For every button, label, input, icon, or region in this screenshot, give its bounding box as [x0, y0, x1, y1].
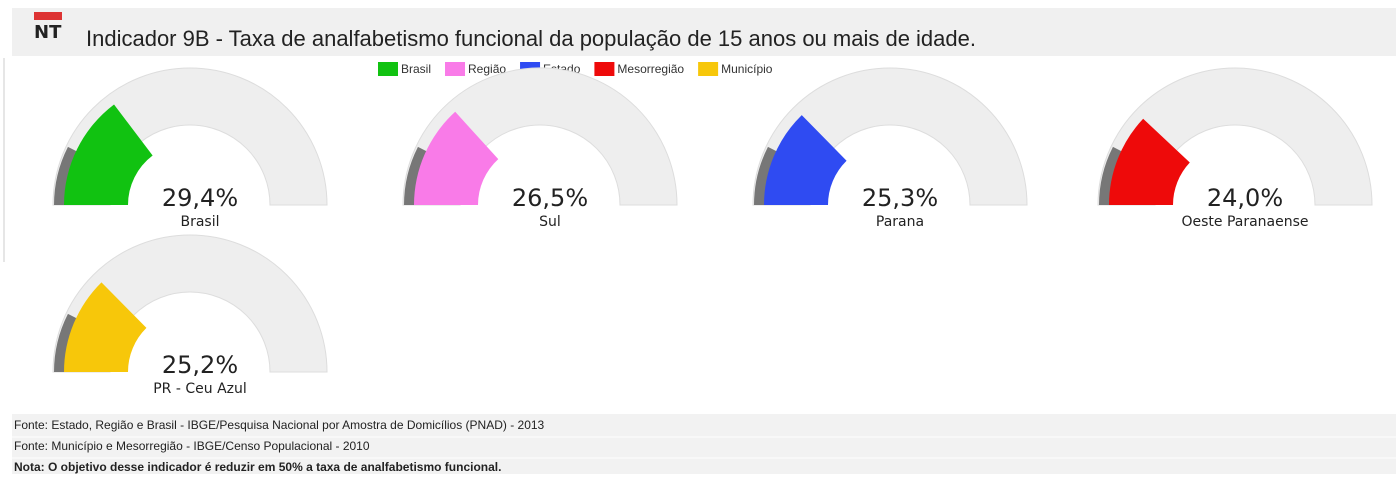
legend-label: Mesorregião: [617, 62, 684, 76]
legend-swatch: [698, 62, 719, 76]
gauge-label: Brasil: [180, 214, 219, 230]
pdf-icon: [34, 12, 62, 20]
gauge-value: 26,5%: [512, 184, 588, 212]
footer-note: Fonte: Município e Mesorregião - IBGE/Ce…: [14, 439, 370, 453]
gauge-background: [52, 67, 328, 206]
gauge-background: [1097, 67, 1373, 206]
gauge-background: [402, 67, 678, 206]
legend-swatch: [378, 62, 398, 76]
gauge-background: [52, 234, 328, 373]
gauge-fill: [764, 115, 847, 205]
footer-note: Fonte: Estado, Região e Brasil - IBGE/Pe…: [14, 418, 545, 432]
legend-label: Região: [468, 62, 506, 76]
gauge-value: 29,4%: [162, 184, 238, 212]
legend-swatch: [445, 62, 466, 76]
title: Indicador 9B - Taxa de analfabetismo fun…: [86, 26, 976, 51]
gauge-fill: [414, 111, 499, 205]
badge: NT: [34, 22, 62, 43]
legend-swatch: [594, 62, 615, 76]
gauge-fill: [64, 104, 153, 205]
legend-label: Município: [721, 62, 773, 76]
gauge-value: 25,3%: [862, 184, 938, 212]
gauge-background: [752, 67, 1028, 206]
gauge-label: PR - Ceu Azul: [153, 381, 247, 397]
gauge-value: 25,2%: [162, 351, 238, 379]
gauge-value: 24,0%: [1207, 184, 1283, 212]
gauge-label: Oeste Paranaense: [1181, 214, 1308, 230]
gauge-label: Parana: [876, 214, 924, 230]
title-bar: [12, 8, 1396, 56]
gauge-label: Sul: [539, 214, 561, 230]
gauge-fill: [1109, 118, 1190, 205]
footer-bg: [12, 414, 1396, 474]
footer-note: Nota: O objetivo desse indicador é reduz…: [14, 460, 501, 474]
legend-label: Brasil: [401, 62, 431, 76]
gauge-fill: [64, 282, 147, 372]
